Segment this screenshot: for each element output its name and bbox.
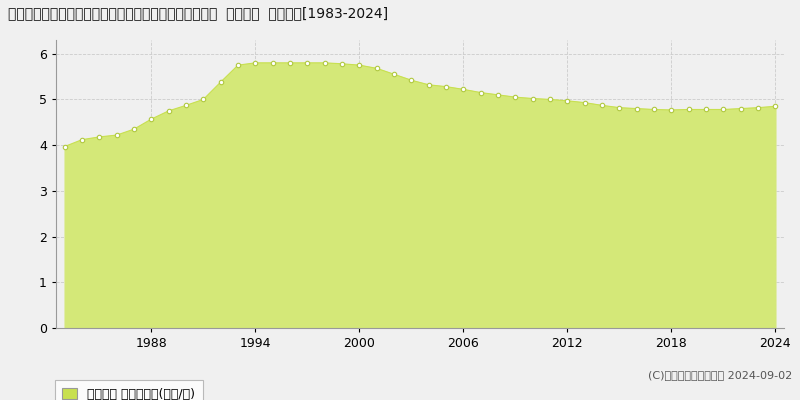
Text: (C)土地価格ドットコム 2024-09-02: (C)土地価格ドットコム 2024-09-02	[648, 370, 792, 380]
Legend: 地価公示 平均坪単価(万円/坪): 地価公示 平均坪単価(万円/坪)	[55, 380, 203, 400]
Text: 栃木県下都賀郡壬生町大字安塚字西原２３８９番１１外  地価公示  地価推移[1983-2024]: 栃木県下都賀郡壬生町大字安塚字西原２３８９番１１外 地価公示 地価推移[1983…	[8, 6, 388, 20]
